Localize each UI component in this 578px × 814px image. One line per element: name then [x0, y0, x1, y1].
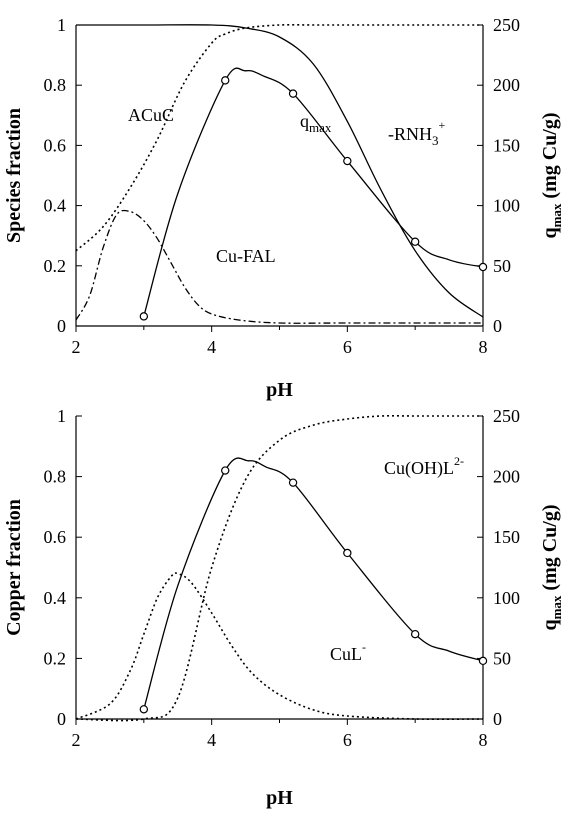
y-left-tick-label: 1: [57, 406, 66, 426]
x-tick-label: 4: [207, 730, 216, 750]
x-tick-label: 8: [479, 337, 488, 357]
x-tick-label: 2: [72, 337, 81, 357]
y-right-tick-label: 200: [493, 467, 520, 487]
y-right-tick-label: 50: [493, 648, 511, 668]
data-point-marker: [410, 629, 420, 639]
series-line-acuc: [75, 23, 483, 252]
data-point-marker: [221, 76, 230, 85]
y-right-tick-label: 150: [493, 135, 520, 155]
y-left-tick-label: 0.4: [44, 588, 67, 608]
x-tick-label: 2: [72, 730, 81, 750]
series-label-main: q: [300, 111, 309, 131]
series-line-qmax: [143, 457, 484, 710]
y-left-tick-label: 0.2: [44, 256, 67, 276]
y-left-tick-label: 0.6: [44, 527, 67, 547]
y-axis-title-right: qmax (mg Cu/g): [539, 112, 564, 238]
y2-title-sub: max: [549, 203, 564, 227]
y-right-tick-label: 250: [493, 15, 520, 35]
y-right-tick-label: 50: [493, 256, 511, 276]
x-tick-label: 6: [343, 337, 352, 357]
y-left-tick-label: 0: [57, 316, 66, 336]
data-point-marker: [288, 89, 298, 98]
series-label-main: CuL: [330, 644, 362, 664]
y-right-tick-label: 0: [493, 709, 502, 729]
x-tick-label: 4: [207, 337, 216, 357]
data-point-marker: [139, 312, 149, 321]
data-point-marker: [478, 262, 488, 272]
series-line-cufal: [75, 209, 483, 324]
data-point-marker: [343, 548, 352, 558]
series-line-cul: [75, 572, 484, 721]
series-label-main: Cu(OH)L: [384, 458, 454, 479]
x-tick-label: 6: [343, 730, 352, 750]
bottom-chart-panel: 2 4 6 800.20.40.60.81050100150200250pHCoppe…: [3, 406, 564, 809]
y2-title-main: q: [539, 619, 561, 630]
series-label-sub: 3: [432, 133, 439, 148]
top-chart-panel: 2 4 6 800.20.40.60.81050100150200250pHSpeci…: [3, 15, 564, 401]
series-line-rnh3: [76, 24, 484, 318]
y2-title-sub: max: [549, 595, 564, 619]
y-left-tick-label: 0.6: [44, 135, 67, 155]
y2-title-tail: (mg Cu/g): [539, 504, 561, 595]
x-axis-title: pH: [266, 379, 293, 401]
y-left-tick-label: 0.2: [44, 648, 67, 668]
y-right-tick-label: 100: [493, 588, 520, 608]
y-right-tick-label: 100: [493, 196, 520, 216]
series-label-sup: +: [439, 118, 446, 132]
x-axis-title: pH: [266, 787, 293, 809]
y2-title-main: q: [539, 227, 561, 238]
series-label: CuL-: [330, 640, 366, 664]
data-point-marker: [478, 656, 488, 666]
series-label: ACuC: [128, 105, 174, 125]
y2-title-tail: (mg Cu/g): [539, 112, 561, 203]
series-label: Cu-FAL: [216, 246, 276, 266]
data-point-marker: [343, 156, 352, 166]
series-label: Cu(OH)L2-: [384, 454, 464, 479]
y-axis-title-left: Species fraction: [3, 108, 25, 243]
data-point-marker: [139, 705, 149, 714]
x-tick-label: 8: [479, 730, 488, 750]
data-point-marker: [288, 478, 298, 487]
series-label-sup: -: [362, 640, 366, 654]
y-left-tick-label: 0.4: [44, 196, 67, 216]
y-right-tick-label: 250: [493, 406, 520, 426]
y-left-tick-label: 1: [57, 15, 66, 35]
y-axis-title-right: qmax (mg Cu/g): [539, 504, 564, 630]
series-label-sup: 2-: [454, 454, 464, 468]
y-axis-title-left: Copper fraction: [3, 499, 25, 636]
series-label-main: -RNH: [388, 124, 432, 144]
data-point-marker: [410, 237, 420, 246]
y-right-tick-label: 0: [493, 316, 502, 336]
y-left-tick-label: 0: [57, 709, 66, 729]
series-label: qmax: [300, 111, 332, 135]
series-label-sub: max: [309, 120, 332, 135]
y-left-tick-label: 0.8: [44, 75, 67, 95]
y-right-tick-label: 150: [493, 527, 520, 547]
data-point-marker: [221, 466, 230, 475]
y-left-tick-label: 0.8: [44, 467, 67, 487]
y-right-tick-label: 200: [493, 75, 520, 95]
series-label: -RNH3+: [388, 118, 446, 148]
series-line-qmax: [143, 67, 484, 317]
series-line-cuohl2: [75, 414, 483, 722]
